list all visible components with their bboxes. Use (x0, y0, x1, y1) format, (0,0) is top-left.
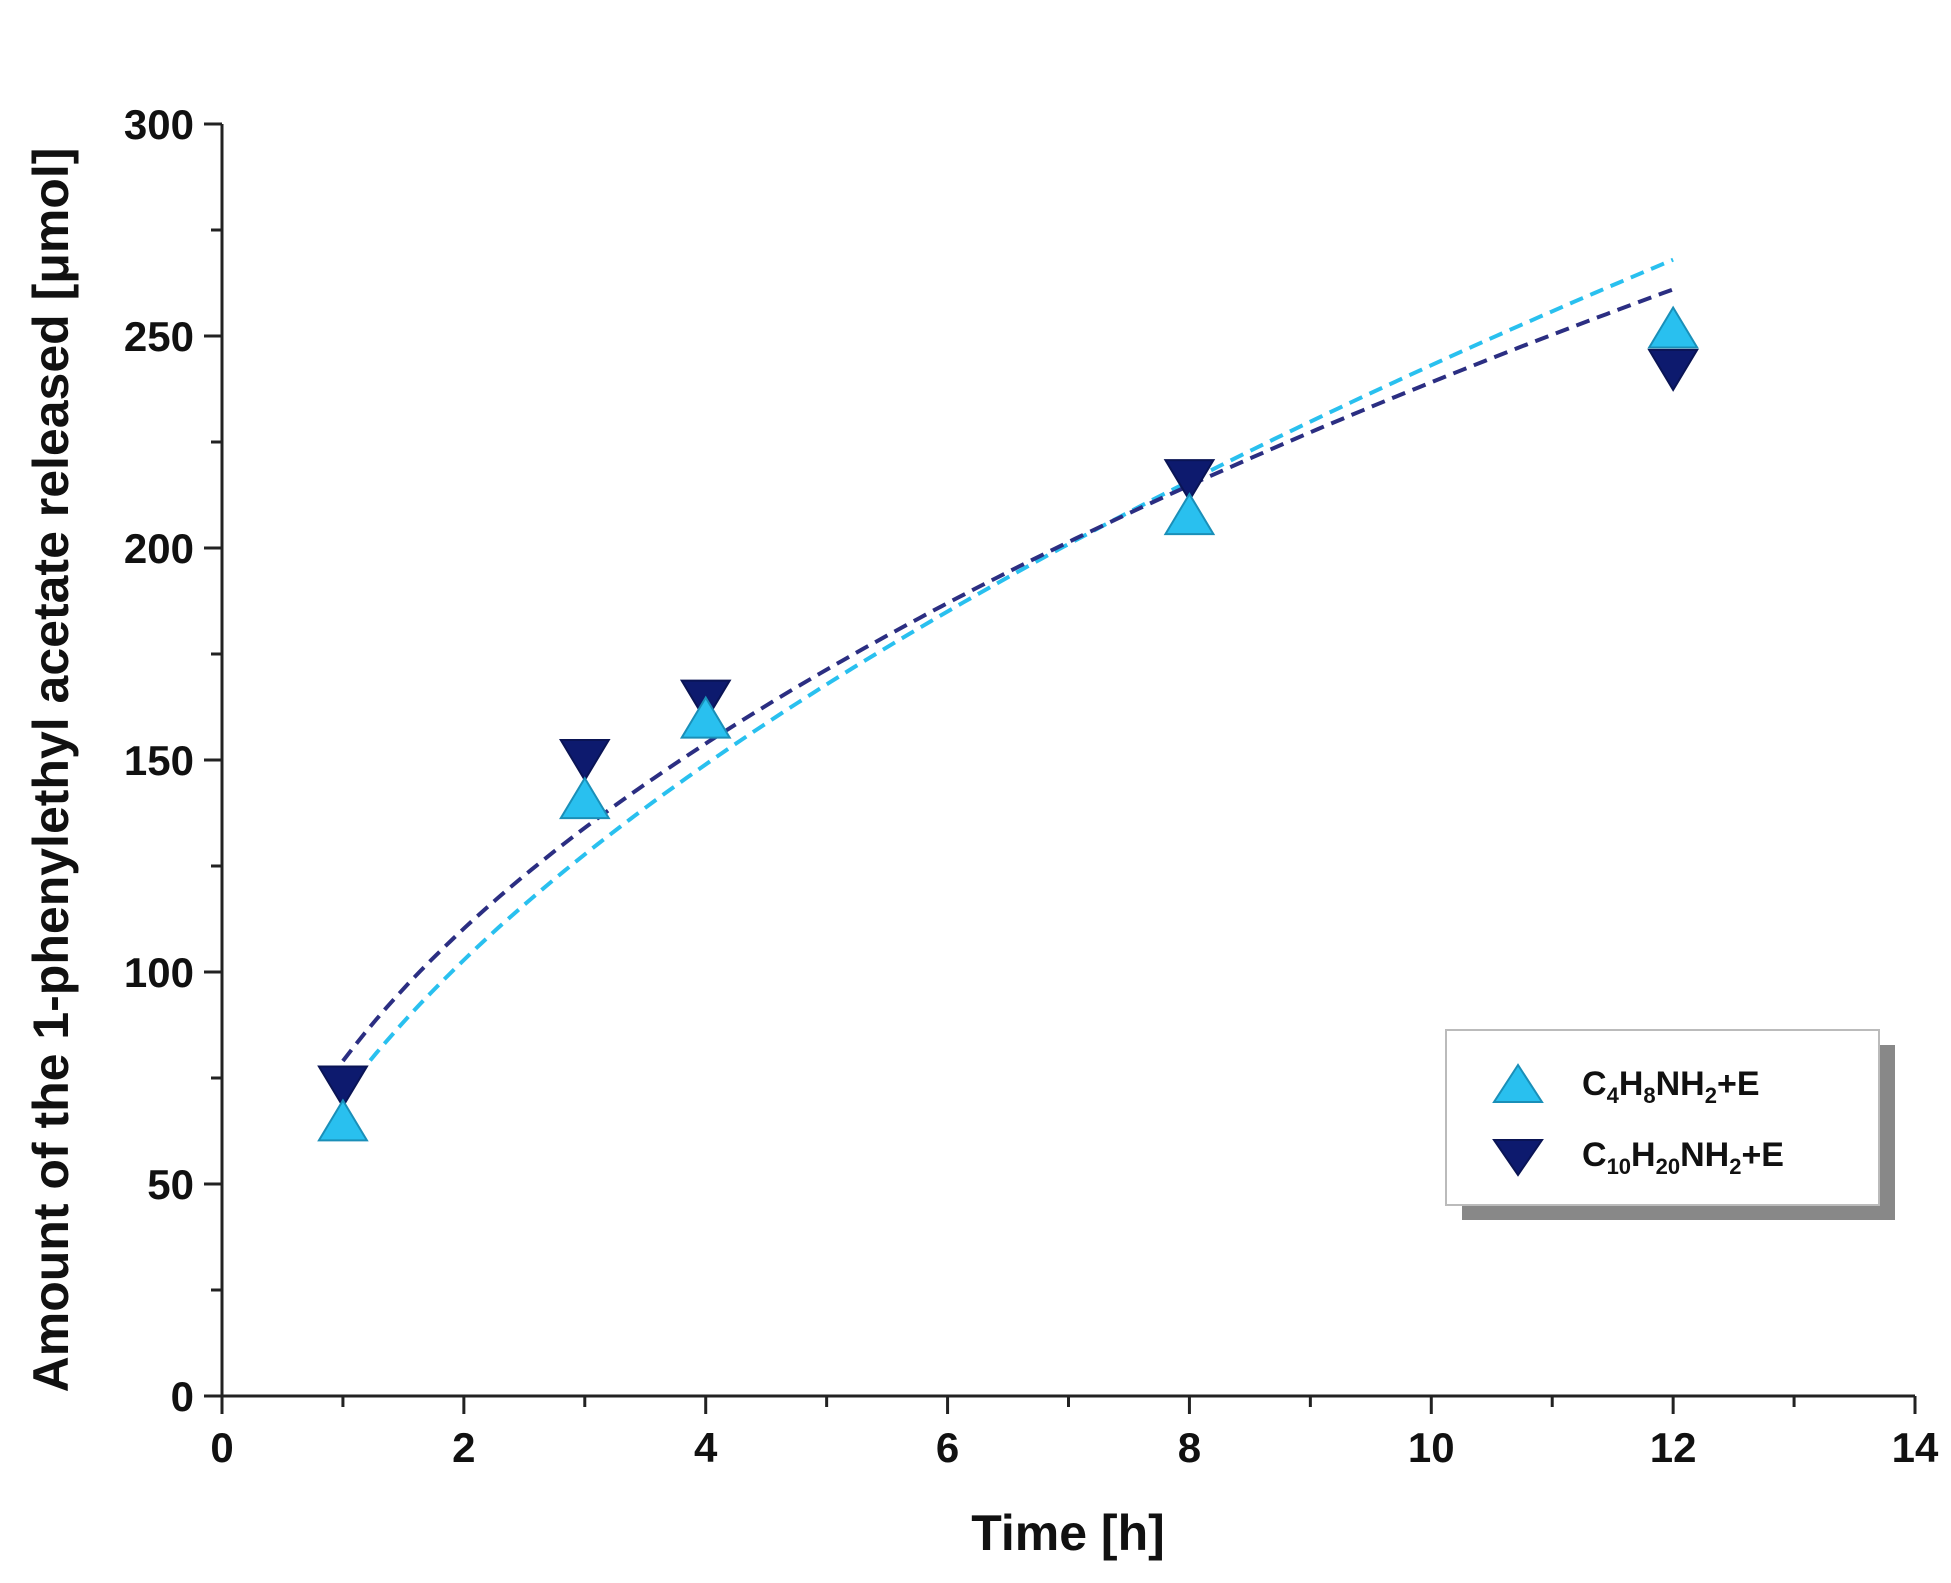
legend-c10-p3: NH (1680, 1136, 1729, 1174)
legend-c4-p3: NH (1656, 1065, 1705, 1103)
fit-line-series-1 (341, 287, 1674, 1063)
x-tick-label: 10 (1408, 1424, 1455, 1471)
x-tick-label: 6 (936, 1424, 959, 1471)
x-tick-label: 4 (694, 1424, 718, 1471)
legend-c10-p4: +E (1741, 1136, 1784, 1174)
fit-lines (341, 257, 1674, 1097)
data-point-series-0 (1163, 492, 1216, 536)
data-point-series-1 (559, 739, 611, 782)
data-point-series-0 (679, 695, 732, 739)
data-point-series-0 (559, 776, 611, 820)
legend-c4-s2: 8 (1643, 1083, 1655, 1108)
data-point-series-1 (317, 1065, 369, 1109)
data-point-series-1 (1163, 459, 1216, 503)
legend-label-c4: C4H8NH2+E (1582, 1065, 1760, 1108)
y-tick-label: 250 (124, 313, 194, 360)
y-tick-label: 300 (124, 101, 194, 148)
legend-label-c10: C10H20NH2+E (1582, 1136, 1784, 1179)
y-tick-label: 0 (171, 1373, 194, 1420)
legend-c10-p2: H (1631, 1136, 1656, 1174)
y-tick-label: 200 (124, 525, 194, 572)
y-axis-title: Amount of the 1-phenylethyl acetate rele… (23, 148, 79, 1393)
legend-c10-s2: 20 (1656, 1154, 1680, 1179)
markers (317, 305, 1699, 1142)
legend-c10-s3: 2 (1729, 1154, 1741, 1179)
y-tick-label: 150 (124, 737, 194, 784)
legend: C4H8NH2+E C10H20NH2+E (1445, 1029, 1895, 1220)
legend-c10-s1: 10 (1607, 1154, 1631, 1179)
legend-c4-p4: +E (1717, 1065, 1760, 1103)
x-ticks: 0 2 4 6 8 10 12 14 (210, 1396, 1939, 1471)
legend-c4-s1: 4 (1607, 1083, 1620, 1108)
fit-line-series-0 (341, 257, 1674, 1097)
legend-marker-c4 (1492, 1063, 1544, 1103)
y-ticks: 0 50 100 150 200 250 300 (124, 101, 222, 1420)
x-tick-label: 0 (210, 1424, 233, 1471)
data-point-series-0 (1647, 305, 1699, 349)
legend-c4-p2: H (1619, 1065, 1644, 1103)
data-point-series-1 (1647, 348, 1699, 392)
legend-marker-c10 (1492, 1139, 1544, 1177)
x-tick-label: 12 (1650, 1424, 1697, 1471)
y-tick-label: 50 (147, 1161, 194, 1208)
data-point-series-0 (317, 1098, 369, 1142)
legend-c4-s3: 2 (1705, 1083, 1717, 1108)
x-tick-label: 2 (452, 1424, 475, 1471)
legend-c10-p1: C (1582, 1136, 1607, 1174)
legend-c4-p1: C (1582, 1065, 1607, 1103)
x-tick-label: 8 (1178, 1424, 1201, 1471)
y-tick-label: 100 (124, 949, 194, 996)
x-tick-label: 14 (1892, 1424, 1939, 1471)
x-axis-title: Time [h] (971, 1505, 1165, 1561)
